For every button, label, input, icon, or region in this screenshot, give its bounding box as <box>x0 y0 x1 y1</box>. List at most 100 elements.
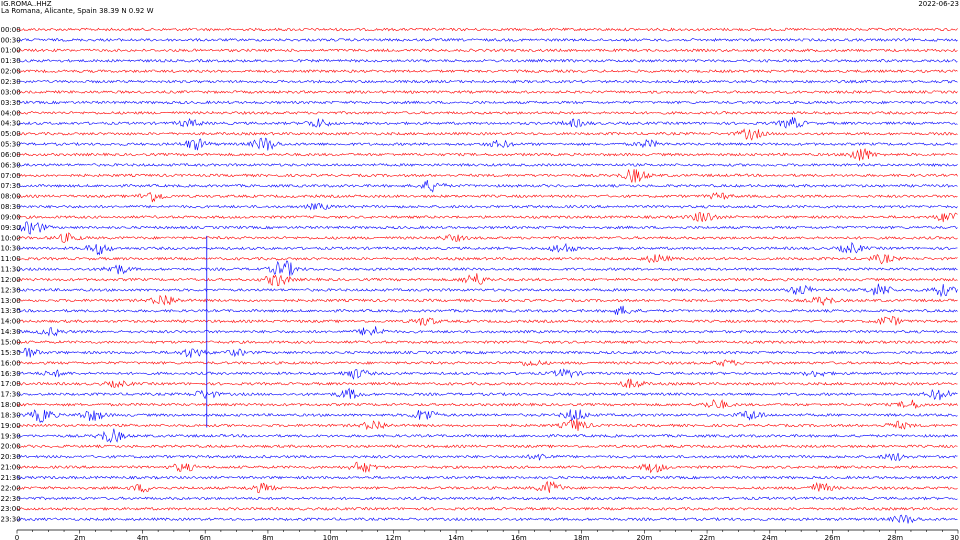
trace-0700 <box>16 169 958 183</box>
row-label: 04:30 <box>1 120 21 128</box>
row-label: 00:30 <box>1 36 21 44</box>
trace-group <box>16 27 958 524</box>
row-label: 15:30 <box>1 349 21 357</box>
row-label: 12:30 <box>1 286 21 294</box>
trace-0130 <box>16 58 958 63</box>
trace-0100 <box>16 48 958 53</box>
row-label: 19:30 <box>1 432 21 440</box>
trace-1800 <box>16 399 958 409</box>
trace-2330 <box>16 514 958 524</box>
x-tick-label: 2m <box>74 534 85 540</box>
row-label: 14:30 <box>1 328 21 336</box>
trace-2000 <box>16 444 958 449</box>
x-tick-label: 0 <box>15 534 19 540</box>
trace-1030 <box>16 241 958 256</box>
station-title: IG.ROMA..HHZ <box>1 0 52 8</box>
row-label: 16:00 <box>1 359 21 367</box>
row-label: 08:00 <box>1 193 21 201</box>
row-label: 18:30 <box>1 411 21 419</box>
trace-0630 <box>16 162 958 168</box>
row-label: 20:30 <box>1 453 21 461</box>
row-label: 10:30 <box>1 245 21 253</box>
row-label: 07:30 <box>1 182 21 190</box>
row-label: 04:00 <box>1 109 21 117</box>
trace-0230 <box>16 79 958 84</box>
trace-2130 <box>16 475 958 480</box>
trace-1200 <box>16 273 958 287</box>
trace-1630 <box>17 368 958 380</box>
trace-1930 <box>16 428 958 444</box>
trace-0600 <box>16 148 958 161</box>
trace-1300 <box>16 294 958 306</box>
row-label: 10:00 <box>1 234 21 242</box>
row-label: 08:30 <box>1 203 21 211</box>
trace-0200 <box>16 69 958 74</box>
trace-0530 <box>16 137 958 151</box>
row-label: 14:00 <box>1 318 21 326</box>
x-tick-label: 20m <box>636 534 652 540</box>
trace-1400 <box>17 315 958 326</box>
row-label: 23:00 <box>1 505 21 513</box>
row-label: 09:30 <box>1 224 21 232</box>
row-label: 03:30 <box>1 99 21 107</box>
trace-2100 <box>16 461 958 474</box>
row-label: 21:00 <box>1 464 21 472</box>
time-axis: 0 2m 4m 6m 8m 10m 12m 14m 16m 18m 20m 22m 24m 26m 28m 3… <box>15 529 959 540</box>
trace-1500 <box>16 340 958 344</box>
row-label: 05:30 <box>1 141 21 149</box>
row-label: 17:00 <box>1 380 21 388</box>
row-label: 19:00 <box>1 422 21 430</box>
row-label: 20:00 <box>1 443 21 451</box>
row-label: 02:30 <box>1 78 21 86</box>
x-tick-label: 30 <box>950 534 959 540</box>
trace-1230 <box>16 283 958 298</box>
trace-1900 <box>16 418 958 432</box>
record-date: 2022-06-23 <box>918 0 959 8</box>
trace-0400 <box>16 110 958 115</box>
x-tick-label: 4m <box>137 534 148 540</box>
trace-1530 <box>16 347 958 358</box>
row-label: 02:00 <box>1 68 21 76</box>
x-tick-label: 8m <box>262 534 273 540</box>
row-label: 06:30 <box>1 161 21 169</box>
x-tick-label: 12m <box>386 534 402 540</box>
x-tick-label: 18m <box>574 534 590 540</box>
row-label: 09:00 <box>1 213 21 221</box>
trace-1700 <box>16 378 958 389</box>
row-label: 01:30 <box>1 57 21 65</box>
trace-0930 <box>16 221 958 235</box>
trace-1830 <box>16 409 958 423</box>
trace-0300 <box>16 89 958 94</box>
row-label: 13:00 <box>1 297 21 305</box>
trace-1130 <box>16 260 958 276</box>
trace-0730 <box>16 180 958 193</box>
row-label: 23:30 <box>1 516 21 524</box>
row-label: 16:30 <box>1 370 21 378</box>
row-label: 06:00 <box>1 151 21 159</box>
x-tick-label: 26m <box>825 534 841 540</box>
x-tick-label: 6m <box>200 534 211 540</box>
trace-1000 <box>16 232 958 243</box>
station-location: La Romana, Alicante, Spain 38.39 N 0.92 … <box>1 7 154 15</box>
row-label: 22:00 <box>1 484 21 492</box>
trace-1430 <box>16 326 958 337</box>
trace-2300 <box>16 506 958 511</box>
row-label: 21:30 <box>1 474 21 482</box>
trace-1730 <box>16 387 958 401</box>
x-tick-label: 24m <box>762 534 778 540</box>
row-label: 12:00 <box>1 276 21 284</box>
trace-0000 <box>16 27 958 32</box>
row-label-group: 00:00 00:30 01:00 01:30 02:00 02:30 03:00 03:30… <box>1 26 21 524</box>
x-tick-label: 14m <box>448 534 464 540</box>
trace-0030 <box>16 37 958 42</box>
trace-0500 <box>16 128 958 141</box>
trace-0900 <box>16 211 958 223</box>
trace-0800 <box>16 191 958 203</box>
row-label: 00:00 <box>1 26 21 34</box>
trace-1600 <box>17 359 958 367</box>
trace-2230 <box>16 496 958 501</box>
trace-0830 <box>16 202 958 211</box>
x-tick-label: 28m <box>887 534 903 540</box>
row-label: 11:00 <box>1 255 21 263</box>
